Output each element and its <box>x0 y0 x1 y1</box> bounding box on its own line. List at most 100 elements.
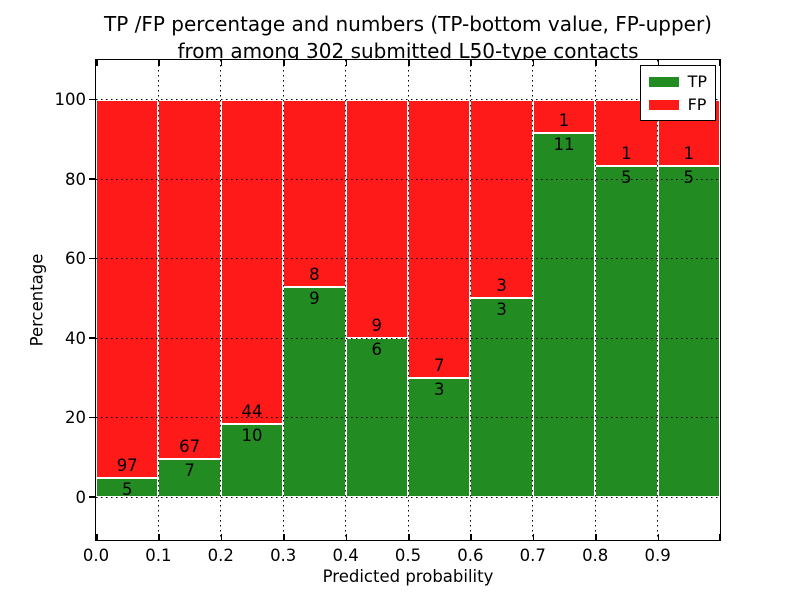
y-tick <box>89 337 95 339</box>
x-tick <box>657 60 660 66</box>
y-tick-label: 40 <box>65 328 86 348</box>
x-tick <box>532 534 535 540</box>
tp-bar-segment <box>283 286 346 498</box>
tp-count-label: 10 <box>241 425 263 445</box>
x-tick <box>595 60 597 66</box>
legend-label-tp: TP <box>687 72 707 91</box>
legend-item-tp: TP <box>648 72 707 91</box>
fp-bar-segment <box>470 99 533 299</box>
tp-bar-segment <box>470 298 533 498</box>
y-tick-label: 20 <box>65 408 86 428</box>
fp-bar-segment <box>408 99 471 378</box>
x-tick <box>470 60 472 66</box>
tp-bar-segment <box>220 423 284 498</box>
fp-count-label: 3 <box>496 276 507 296</box>
chart-title: TP /FP percentage and numbers (TP-bottom… <box>96 11 720 65</box>
x-tick <box>345 534 348 540</box>
x-tick <box>657 534 660 540</box>
fp-count-label: 1 <box>683 143 695 163</box>
tp-bar-segment <box>408 377 471 498</box>
x-tick-label: 0.8 <box>582 546 609 565</box>
x-tick <box>96 60 98 66</box>
x-gridline <box>220 60 222 540</box>
x-tick <box>595 534 597 540</box>
fp-bar-segment <box>532 99 596 133</box>
tp-count-label: 11 <box>553 134 575 154</box>
x-tick <box>718 60 720 66</box>
y-tick-label: 80 <box>65 169 86 189</box>
x-tick <box>158 60 160 66</box>
x-tick <box>532 60 535 66</box>
x-tick <box>158 534 160 540</box>
y-tick <box>89 178 95 180</box>
tp-count-label: 6 <box>371 340 383 360</box>
tp-bar-segment <box>532 132 596 498</box>
x-tick-label: 0.6 <box>457 546 484 565</box>
tp-count-label: 3 <box>433 379 445 399</box>
x-tick-label: 0.2 <box>207 546 234 565</box>
tp-count-label: 7 <box>184 461 195 481</box>
y-tick <box>89 416 95 419</box>
fp-bar-segment <box>345 99 408 339</box>
x-axis-label: Predicted probability <box>322 567 494 586</box>
legend-item-fp: FP <box>648 95 707 114</box>
fp-bar-segment <box>96 99 159 478</box>
x-gridline <box>345 60 347 540</box>
x-gridline <box>407 60 409 540</box>
fp-count-label: 9 <box>371 316 383 336</box>
y-tick <box>89 496 95 498</box>
y-tick <box>89 257 95 260</box>
x-tick <box>345 60 348 66</box>
x-gridline <box>594 60 596 540</box>
fp-legend-swatch <box>648 99 679 110</box>
y-tick-label: 0 <box>75 487 87 507</box>
x-tick <box>408 60 410 66</box>
fp-bar-segment <box>220 99 284 424</box>
x-tick <box>283 534 285 540</box>
tp-count-label: 5 <box>683 167 695 187</box>
fp-bar-segment <box>158 99 221 460</box>
x-tick-label: 0.0 <box>82 546 110 565</box>
x-tick-label: 0.1 <box>145 546 172 565</box>
legend: TP FP <box>639 65 716 121</box>
chart-title-line1: TP /FP percentage and numbers (TP-bottom… <box>104 12 712 36</box>
x-tick <box>718 534 720 540</box>
fp-count-label: 7 <box>433 355 445 375</box>
x-tick-label: 0.4 <box>332 546 359 565</box>
fp-count-label: 1 <box>621 143 632 163</box>
y-tick-label: 60 <box>65 249 86 269</box>
x-tick-label: 0.7 <box>519 546 546 565</box>
y-tick-label: 100 <box>54 90 87 110</box>
tp-count-label: 3 <box>496 300 507 320</box>
tp-bar-segment <box>657 165 720 498</box>
x-gridline <box>532 60 534 540</box>
fp-count-label: 67 <box>179 437 201 457</box>
x-tick-label: 0.3 <box>270 546 297 565</box>
x-tick-label: 0.9 <box>644 546 671 565</box>
y-tick <box>89 98 95 101</box>
fp-count-label: 8 <box>309 264 320 284</box>
x-tick <box>220 534 223 540</box>
x-gridline <box>469 60 471 540</box>
tp-legend-swatch <box>648 76 679 87</box>
x-tick <box>220 60 223 66</box>
x-tick <box>470 534 472 540</box>
x-gridline <box>157 60 159 540</box>
fp-count-label: 1 <box>558 110 570 130</box>
tp-bar-segment <box>158 459 221 498</box>
plot-area: TP FP 97 5 67 7 44 10 8 9 9 6 7 3 3 3 1 11 1 5 1 5 <box>95 59 721 541</box>
x-tick-label: 0.5 <box>394 546 422 565</box>
tp-count-label: 5 <box>621 167 632 187</box>
tp-bar-segment <box>96 477 159 498</box>
fp-count-label: 97 <box>116 455 138 475</box>
x-tick <box>96 534 98 540</box>
tp-bar-segment <box>595 165 658 498</box>
fp-bar-segment <box>283 99 346 287</box>
tp-count-label: 5 <box>121 479 133 499</box>
legend-label-fp: FP <box>687 95 707 114</box>
x-tick <box>283 60 285 66</box>
tp-count-label: 9 <box>309 288 320 308</box>
x-gridline <box>282 60 284 540</box>
x-tick <box>408 534 410 540</box>
